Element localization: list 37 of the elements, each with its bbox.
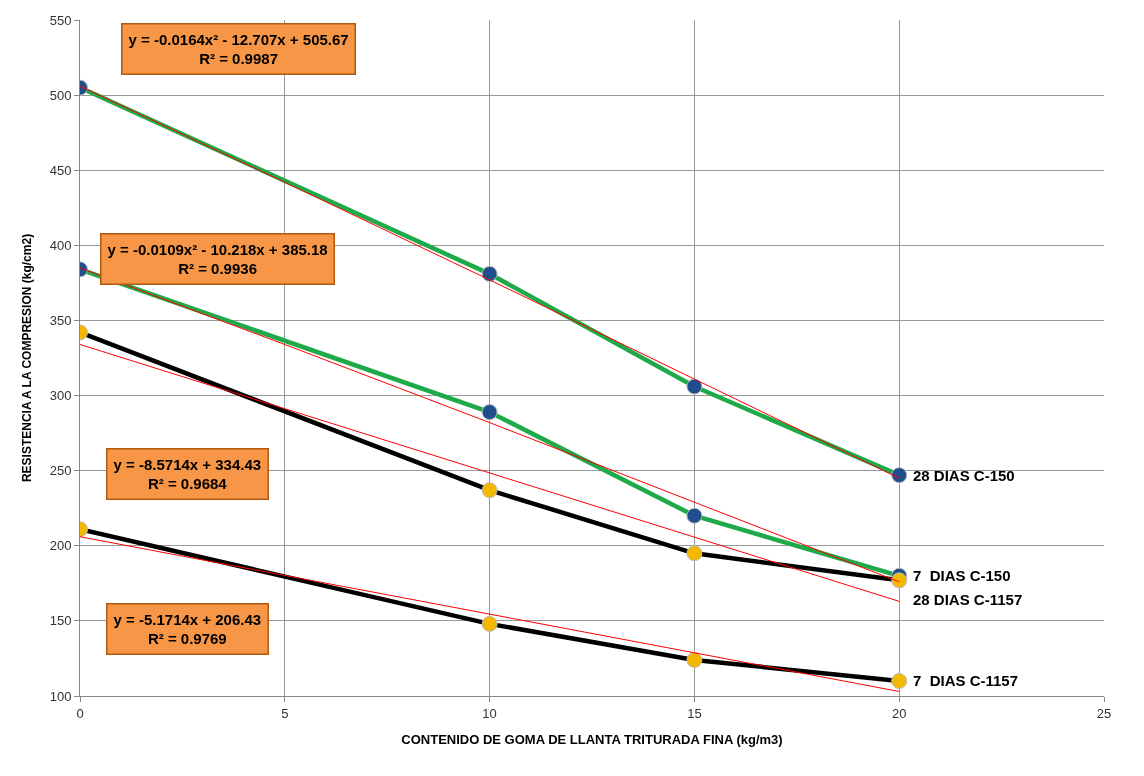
point bbox=[686, 507, 703, 524]
series-label: 7 DIAS C-1157 bbox=[913, 672, 1019, 689]
point bbox=[891, 572, 908, 589]
annotation: y = -5.1714x + 206.43 R² = 0.9769 bbox=[113, 610, 262, 647]
point bbox=[686, 545, 703, 562]
point bbox=[481, 404, 498, 421]
point bbox=[686, 378, 703, 395]
y-tick-label: 100 bbox=[49, 688, 72, 704]
y-tick-label: 300 bbox=[49, 388, 72, 404]
point bbox=[686, 651, 703, 668]
series-label: 28 DIAS C-150 bbox=[913, 467, 1015, 484]
x-tick-label: 5 bbox=[281, 705, 289, 721]
point bbox=[891, 467, 908, 484]
y-tick-label: 250 bbox=[49, 463, 72, 479]
point bbox=[481, 482, 498, 499]
y-tick-label: 150 bbox=[49, 613, 72, 629]
point bbox=[481, 615, 498, 632]
point bbox=[891, 672, 908, 689]
x-axis-title: CONTENIDO DE GOMA DE LLANTA TRITURADA FINA (kg/m3) bbox=[401, 732, 783, 748]
y-axis-title: RESISTENCIA A LA COMPRESION (kg/cm2) bbox=[20, 233, 34, 483]
y-tick-label: 400 bbox=[49, 237, 72, 253]
series-label: 7 DIAS C-150 bbox=[913, 567, 1011, 584]
y-tick-label: 350 bbox=[49, 312, 72, 328]
x-tick-label: 20 bbox=[891, 705, 907, 721]
x-tick-label: 0 bbox=[76, 705, 84, 721]
annotation: y = -0.0164x² - 12.707x + 505.67 R² = 0.9987 bbox=[128, 30, 349, 67]
x-tick-label: 25 bbox=[1096, 705, 1112, 721]
point bbox=[481, 265, 498, 282]
annotation: y = -0.0109x² - 10.218x + 385.18 R² = 0.9936 bbox=[107, 240, 328, 277]
y-tick-label: 550 bbox=[49, 12, 72, 28]
y-tick-label: 500 bbox=[49, 87, 72, 103]
y-tick-label: 450 bbox=[49, 162, 72, 178]
annotation: y = -8.5714x + 334.43 R² = 0.9684 bbox=[113, 455, 262, 492]
x-tick-label: 10 bbox=[482, 705, 497, 721]
y-tick-label: 200 bbox=[49, 538, 72, 554]
series-label: 28 DIAS C-1157 bbox=[913, 591, 1023, 608]
x-tick-label: 15 bbox=[687, 705, 702, 721]
